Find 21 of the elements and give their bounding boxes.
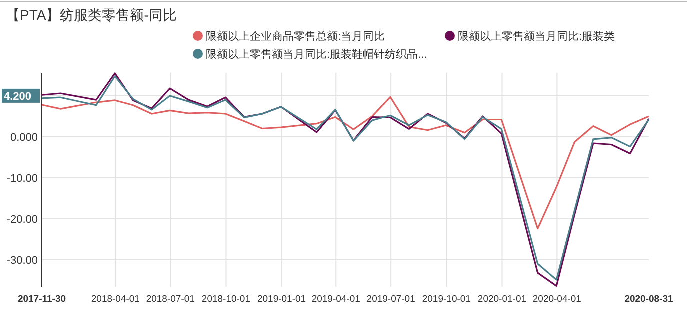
chart-title: 【PTA】纺服类零售额-同比	[6, 7, 177, 23]
x-tick-label: 2017-11-30	[18, 294, 66, 305]
x-tick-label: 2020-08-31	[624, 294, 674, 305]
y-tick-label: -30.00	[6, 254, 38, 267]
x-tick-label: 2018-04-01	[91, 294, 140, 305]
x-tick-label: 2018-10-01	[202, 294, 251, 305]
legend-label: 限额以上企业商品零售总额:当月同比	[206, 30, 386, 43]
x-tick-label: 2019-07-01	[366, 294, 416, 305]
y-tick-label: -20.00	[6, 214, 38, 226]
x-tick-label: 2020-04-01	[532, 294, 582, 305]
x-tick-label: 2019-01-01	[257, 294, 306, 305]
y-tick-label: -10.00	[6, 172, 38, 185]
x-tick-label: 2019-10-01	[422, 294, 471, 305]
legend-label: 限额以上零售额当月同比:服装类	[458, 30, 616, 43]
x-tick-label: 2020-01-01	[478, 294, 527, 305]
x-tick-label: 2019-04-01	[312, 294, 360, 305]
legend-label: 限额以上零售额当月同比:服装鞋帽针纺织品...	[206, 48, 428, 61]
y-tick-label: 0.000	[10, 132, 38, 144]
text: 4.200	[4, 90, 32, 103]
x-tick-label: 2018-07-01	[146, 294, 195, 305]
line-series	[41, 96, 650, 230]
